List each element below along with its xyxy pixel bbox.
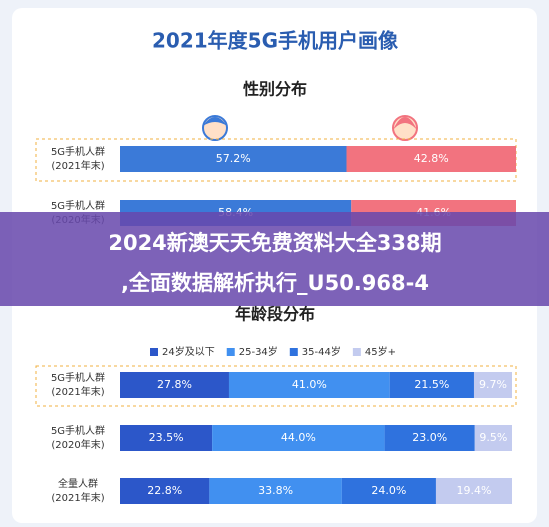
category-label: (2021年末) — [51, 385, 104, 398]
overlay-text: ,全面数据解析执行_U50.968-4 — [121, 271, 429, 295]
chart-title: 年龄段分布 — [235, 305, 315, 324]
bar-segment — [384, 425, 475, 451]
bar-segment — [341, 478, 436, 504]
value-label: 41.0% — [292, 378, 327, 391]
bar-segment — [474, 425, 512, 451]
bar-segment — [228, 372, 390, 398]
category-label: 5G手机人群 — [51, 424, 105, 437]
bar-segment — [346, 146, 516, 172]
main-title: 2021年度5G手机用户画像 — [152, 29, 399, 53]
value-label: 23.0% — [412, 431, 447, 444]
value-label: 9.7% — [479, 378, 507, 391]
value-label: 44.0% — [281, 431, 316, 444]
legend-swatch — [226, 348, 235, 356]
bar-segment — [209, 478, 342, 504]
value-label: 19.4% — [456, 484, 491, 497]
overlay-banner — [0, 212, 549, 306]
value-label: 23.5% — [149, 431, 184, 444]
value-label: 33.8% — [258, 484, 293, 497]
category-label: (2021年末) — [51, 159, 104, 172]
male-icon — [202, 115, 228, 141]
value-label: 24.0% — [371, 484, 406, 497]
value-label: 27.8% — [157, 378, 192, 391]
legend-label: 24岁及以下 — [162, 345, 215, 358]
bar-segment — [389, 372, 474, 398]
category-label: (2020年末) — [51, 438, 104, 451]
category-label: 5G手机人群 — [51, 145, 105, 158]
bar-segment — [212, 425, 385, 451]
value-label: 21.5% — [414, 378, 449, 391]
value-label: 22.8% — [147, 484, 182, 497]
category-label: 5G手机人群 — [51, 371, 105, 384]
legend-swatch — [352, 348, 361, 356]
legend-swatch — [150, 348, 158, 356]
bar-segment — [473, 372, 512, 398]
category-label: (2021年末) — [51, 491, 104, 504]
value-label: 9.5% — [479, 431, 507, 444]
female-icon — [392, 115, 418, 141]
value-label: 42.8% — [414, 152, 449, 165]
bar-segment — [435, 478, 512, 504]
chart-title: 性别分布 — [243, 80, 307, 99]
value-label: 57.2% — [216, 152, 251, 165]
legend-label: 45岁+ — [365, 345, 396, 358]
legend-label: 25-34岁 — [239, 345, 278, 358]
bar-segment — [120, 478, 210, 504]
overlay-text: 2024新澳天天免费资料大全338期 — [108, 231, 441, 255]
category-label: 全量人群 — [58, 477, 98, 490]
highlight-box — [35, 365, 517, 407]
legend-swatch — [289, 348, 298, 356]
category-label: 5G手机人群 — [51, 199, 105, 212]
bar-segment — [120, 372, 229, 398]
bar-segment — [120, 146, 347, 172]
bar-segment — [120, 425, 213, 451]
legend-label: 35-44岁 — [302, 345, 341, 358]
